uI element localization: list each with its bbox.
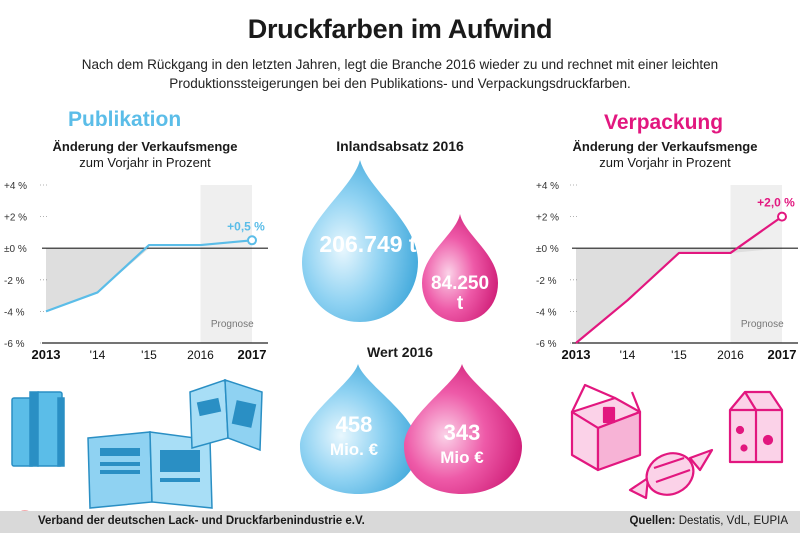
verpackung-x-tick-label: '14 [620,348,636,362]
candy-icon [628,448,714,500]
publikation-x-tick-label: '15 [141,348,157,362]
milk-carton-icon [728,390,784,464]
page-title: Druckfarben im Aufwind [247,14,553,44]
publikation-x-tick-label: 2017 [238,347,267,362]
verpackung-label-bold: Änderung der Verkaufsmenge [572,139,758,154]
wert-verpackung-value-1: 343 [444,420,481,445]
verpackung-chart: +4 % +2 % ±0 % -2 % -4 % -6 % +2,0 % Prognose 20… [536,181,798,362]
wert-publikation-value-1: 458 [336,412,373,437]
drop-wert-verpackung: 343 Mio € [404,364,522,494]
books-icon [11,391,65,467]
magazine-icon [87,431,213,509]
wert-publikation-value-2: Mio. € [330,440,379,459]
publikation-x-tick-label: 2013 [32,347,61,362]
publikation-end-point [247,235,257,246]
verpackung-negative-area [576,248,782,343]
footer-organisation: Verband der deutschen Lack- und Druckfar… [38,515,365,527]
verpackung-value-annotation: +2,0 % [757,196,795,210]
footer-bar: Verband der deutschen Lack- und Druckfar… [0,511,800,533]
publikation-label-rest: zum Vorjahr in Prozent [79,155,211,170]
drop-shape [404,364,522,494]
drop-shape [300,364,418,494]
verpackung-chart-label: Änderung der Verkaufsmenge zum Vorjahr i… [540,139,790,171]
verpackung-x-tick-label: '15 [671,348,687,362]
publikation-forecast-band [200,185,252,343]
wert-verpackung-value-2: Mio € [440,448,484,467]
subtitle-line-2: Produktionssteigerungen bei den Publikat… [169,76,631,91]
drop-inland-publikation: 206.749 t [302,160,418,322]
verpackung-series-line [575,215,783,344]
drop-inland-verpackung: 84.250 t [422,214,498,322]
drop-wert-publikation: 458 Mio. € [300,364,418,494]
verpackung-y-tick-label: -2 % [536,276,557,287]
verpackung-y-tick-label: -4 % [536,307,557,318]
publikation-y-tick-label: +2 % [4,213,27,224]
box-icon [570,383,642,472]
verpackung-label-rest: zum Vorjahr in Prozent [599,155,731,170]
publikation-negative-area [46,248,252,312]
drop-shape [422,214,498,322]
wert-title: Wert 2016 [367,344,433,360]
publikation-value-annotation: +0,5 % [227,219,265,233]
verpackung-y-tick-label: +2 % [536,213,559,224]
verpackung-end-point [777,211,787,222]
page-subtitle: Nach dem Rückgang in den letzten Jahren,… [40,55,760,93]
publikation-series-line [45,239,253,313]
publikation-y-tick-label: -6 % [4,339,25,350]
verpackung-y-tick-label: +4 % [536,181,559,192]
inland-verpackung-value-2: t [457,293,464,314]
verpackung-x-tick-label: 2013 [562,347,591,362]
inland-title: Inlandsabsatz 2016 [336,138,464,154]
verpackung-forecast-label: Prognose [741,319,784,330]
verpackung-x-tick-label: 2016 [717,348,744,362]
publikation-title: Publikation [68,108,182,131]
brochure-icon [189,378,263,452]
verpackung-x-tick-label: 2017 [768,347,797,362]
footer-sources-label: Quellen: [629,515,676,527]
inland-verpackung-value-1: 84.250 [431,273,489,294]
publikation-y-tick-label: -2 % [4,276,25,287]
publikation-x-tick-label: 2016 [187,348,214,362]
footer-sources-text: Destatis, VdL, EUPIA [678,515,788,527]
publikation-y-tick-label: ±0 % [4,244,27,255]
subtitle-line-1: Nach dem Rückgang in den letzten Jahren,… [81,57,719,72]
verpackung-y-tick-label: ±0 % [536,244,559,255]
publikation-chart-label: Änderung der Verkaufsmenge zum Vorjahr i… [20,139,270,171]
verpackung-y-tick-label: -6 % [536,339,557,350]
verpackung-forecast-band [730,185,782,343]
publikation-y-tick-label: +4 % [4,181,27,192]
publikation-y-tick-label: -4 % [4,307,25,318]
verpackung-title: Verpackung [604,111,724,134]
publikation-forecast-label: Prognose [211,319,254,330]
footer-sources: Quellen: Destatis, VdL, EUPIA [629,515,788,527]
publikation-x-tick-label: '14 [90,348,106,362]
inland-publikation-value: 206.749 t [319,231,417,257]
drop-shape [302,160,418,322]
publikation-label-bold: Änderung der Verkaufsmenge [52,139,238,154]
publikation-chart: +4 % +2 % ±0 % -2 % -4 % -6 % +0,5 % Prognose 20… [4,181,268,362]
